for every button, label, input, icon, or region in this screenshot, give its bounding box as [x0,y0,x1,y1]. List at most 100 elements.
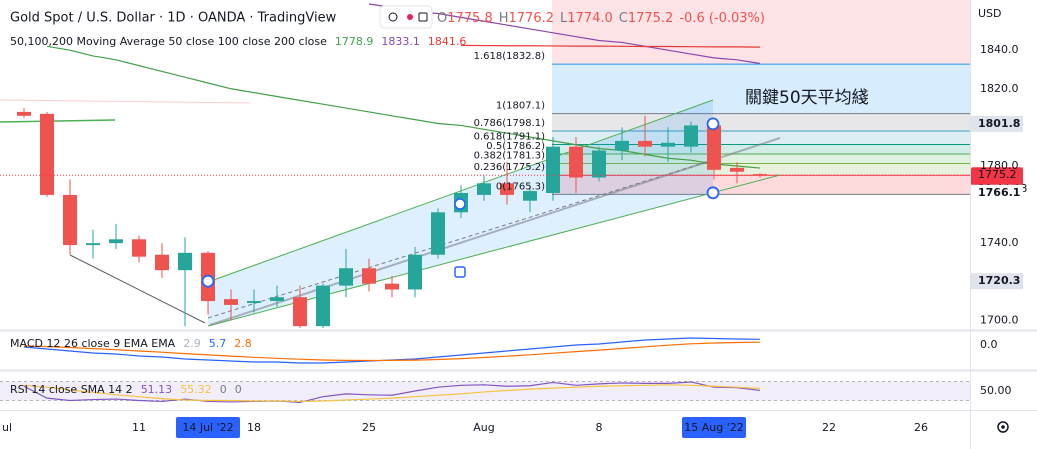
candle-body [109,239,123,244]
annotation: 關鍵50天平均綫 [745,88,869,108]
candle-body [362,268,376,284]
ma-legend-label: 50,100,200 Moving Average 50 close 100 c… [10,35,327,48]
pane-tick-label: 50.00 [980,384,1012,397]
fib-label: 0.236(1775.2) [474,162,546,173]
candle-body [569,146,583,178]
ma-legend-value: 1778.9 [335,35,374,48]
drawing-handle[interactable] [454,266,466,278]
macd-legend-value: 5.7 [209,337,227,350]
settings-icon[interactable] [997,421,1009,433]
fib-band [552,175,970,195]
candle-body [270,297,284,302]
candle-body [592,150,606,178]
price-marks [0,3,970,329]
candle-body [316,285,330,327]
candle-body [224,299,238,305]
y-tick-label: 1840.0 [980,43,1019,56]
y-tick-label: 1820.0 [980,82,1019,95]
fib-band [552,163,970,176]
fib-layer [552,0,970,195]
price-badge-label: 1720.3 [978,274,1020,287]
ohlc-key: H [499,11,509,26]
fib-label: 0.786(1798.1) [474,118,546,129]
drawing-handle [706,117,720,131]
time-axis-highlight [176,417,240,438]
fib-label: 0.5(1786.2) [486,141,545,152]
candle-body [155,254,169,271]
macd-legend-value: 2.8 [234,337,252,350]
rsi-legend-value: 0 [235,383,242,396]
price-badge-label: 1766.1 [978,186,1020,199]
candle-body [247,301,261,303]
price-badge [971,184,1023,201]
x-tick-label: 18 [247,421,261,434]
rsi-line [23,381,761,404]
y-tick-label: 1780.0 [980,159,1019,172]
ohlc-legend: O1775.8 H1776.2 L1774.0 C1775.2 -0.6 (-0.03%… [437,11,765,26]
candle-body [385,283,399,290]
eye-icon[interactable] [388,12,398,22]
drawing-handle[interactable] [454,198,466,210]
last-price-label: 1775.2 [978,168,1017,181]
x-tick-label: 26 [914,421,928,434]
ma-legend: 50,100,200 Moving Average 50 close 100 c… [10,35,466,48]
fib-band [552,131,970,145]
candle-body [477,183,491,195]
rsi-legend-value: 51.13 [141,383,173,396]
candle-body [408,254,422,290]
ohlc-change: -0.6 (-0.03%) [679,11,765,26]
fib-label: 1.618(1832.8) [474,51,546,62]
rsi-legend-value: 0 [220,383,227,396]
candle-body [293,297,307,327]
legend-buttons[interactable] [379,5,433,29]
candle-body [638,140,652,147]
fib-band [552,154,970,164]
y-tick-label: 1700.0 [980,313,1019,326]
ohlc-key: C [619,11,628,26]
price-badge [971,115,1023,132]
candle-body [546,146,560,193]
x-tick-label: 25 [362,421,376,434]
candle-body [523,191,537,201]
candle-body [40,113,54,195]
alert-icon[interactable] [407,14,413,20]
fib-band [552,113,970,132]
candle-body [86,243,100,246]
ohlc-value: 1776.2 [509,11,555,26]
candle-body [753,174,767,176]
drawing-handle [706,186,720,200]
settings-icon-dot[interactable] [1001,425,1005,429]
trend-line [0,119,116,123]
trend-line [69,254,206,324]
x-tick-label: 15 Aug '22 [684,421,744,434]
time-axis-highlight [682,417,746,438]
ohlc-key: L [560,11,568,26]
ohlc-value: 1775.2 [628,11,674,26]
candle-body [500,183,514,195]
macd-legend-value: 2.9 [183,337,201,350]
fib-label: 0.618(1791.1) [474,132,546,143]
fib-label: 1(1807.1) [496,101,545,112]
macd-line [23,341,761,362]
labels: Gold Spot / U.S. Dollar · 1D · OANDA · T… [2,5,1027,438]
drawing-handle [201,274,215,288]
stop-zone [552,0,970,65]
fib-label: 0(1765.3) [496,181,545,192]
trend-line [0,99,251,104]
ma-legend-value: 1841.6 [428,35,467,48]
candle-body [661,142,675,147]
candle-body [707,125,721,170]
candle-body [132,239,146,257]
ohlc-value: 1775.8 [447,11,493,26]
x-tick-label: 11 [132,421,146,434]
y-tick-label: 1740.0 [980,236,1019,249]
more-icon[interactable] [418,12,428,22]
candle-body [615,140,629,151]
x-tick-label: Aug [473,421,494,434]
ohlc-key: O [437,11,447,26]
symbol-title: Gold Spot / U.S. Dollar · 1D · OANDA · T… [10,11,337,26]
fib-label: 0.382(1781.3) [474,150,546,161]
moving-average [368,3,761,65]
